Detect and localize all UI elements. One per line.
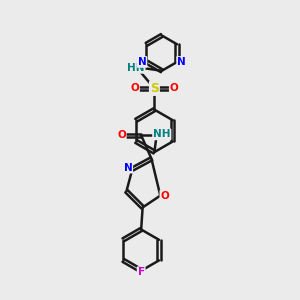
Text: NH: NH xyxy=(153,129,170,140)
Text: O: O xyxy=(170,83,178,94)
Text: N: N xyxy=(177,57,186,67)
Text: N: N xyxy=(124,163,132,173)
Text: S: S xyxy=(150,82,159,95)
Text: HN: HN xyxy=(127,63,145,73)
Text: F: F xyxy=(138,267,145,277)
Text: O: O xyxy=(160,190,169,201)
Text: O: O xyxy=(117,130,126,140)
Text: N: N xyxy=(138,57,146,67)
Text: O: O xyxy=(130,83,139,94)
